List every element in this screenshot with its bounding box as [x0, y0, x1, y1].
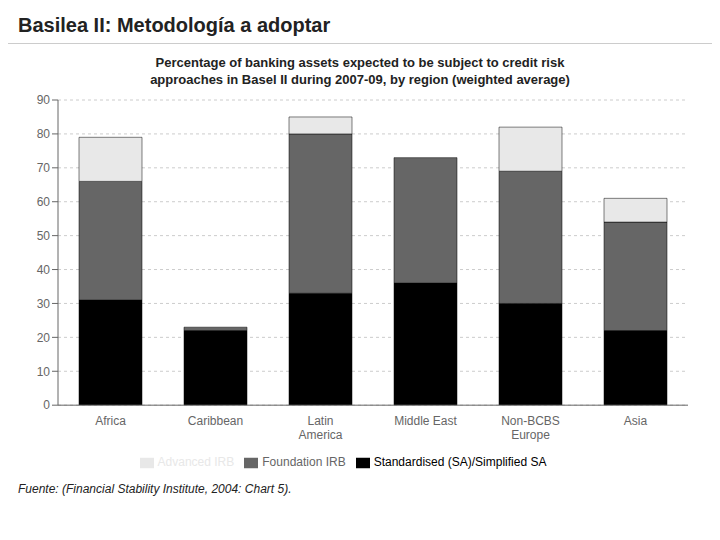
svg-text:Caribbean: Caribbean	[188, 414, 243, 428]
svg-text:20: 20	[37, 331, 51, 345]
svg-text:50: 50	[37, 229, 51, 243]
svg-text:Africa: Africa	[95, 414, 126, 428]
html-text:Basilea II: Metodología a adop: Basilea II: Metodología a adoptar	[18, 14, 331, 36]
svg-text:70: 70	[37, 161, 51, 175]
svg-text:10: 10	[37, 365, 51, 379]
html-text:Fuente: (Financial Stability I: Fuente: (Financial Stability Institute, …	[18, 482, 292, 496]
html-text:Standardised (SA)/Simplified S: Standardised (SA)/Simplified SA	[373, 455, 547, 470]
svg-text:LatinAmerica: LatinAmerica	[298, 414, 342, 442]
svg-text:90: 90	[37, 93, 51, 107]
svg-text:Non-BCBSEurope: Non-BCBSEurope	[501, 414, 560, 442]
svg-text:40: 40	[37, 263, 51, 277]
svg-text:Middle East: Middle East	[394, 414, 457, 428]
html-text:approaches in Basel II during: approaches in Basel II during 2007-09, b…	[150, 72, 570, 87]
html-text:Foundation IRB: Foundation IRB	[262, 455, 346, 470]
svg-text:60: 60	[37, 195, 51, 209]
svg-text:Asia: Asia	[624, 414, 648, 428]
svg-text:30: 30	[37, 297, 51, 311]
svg-text:0: 0	[43, 398, 50, 412]
html-text:Advanced IRB: Advanced IRB	[157, 455, 235, 470]
svg-text:80: 80	[37, 127, 51, 141]
html-text:Percentage of banking assets e: Percentage of banking assets expected to…	[155, 55, 565, 70]
